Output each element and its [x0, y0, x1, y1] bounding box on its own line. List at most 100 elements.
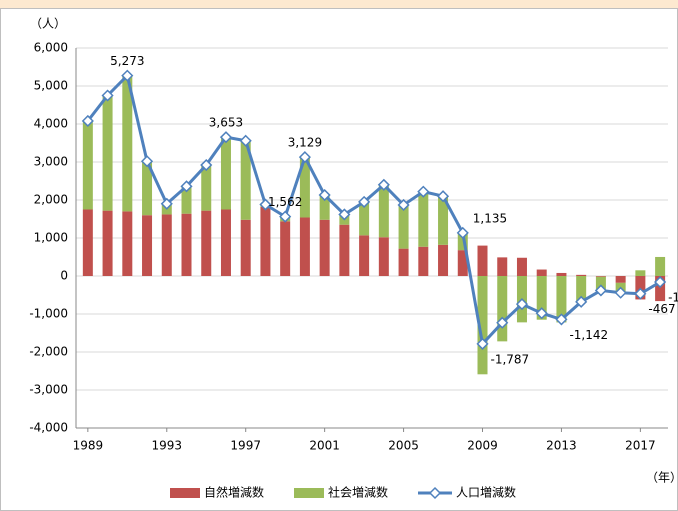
bar	[122, 211, 133, 276]
legend-item: 自然増減数	[170, 485, 264, 500]
x-tick-label: 1989	[73, 439, 104, 453]
line-marker	[101, 89, 114, 102]
bar	[536, 269, 547, 276]
bar	[260, 206, 271, 276]
line-marker	[358, 195, 371, 208]
bar	[576, 274, 587, 276]
bar	[102, 210, 113, 276]
legend-label: 社会増減数	[328, 485, 388, 500]
bar	[556, 276, 567, 323]
y-tick-label: -4,000	[29, 421, 68, 435]
line-marker	[81, 114, 94, 128]
bar	[378, 184, 389, 238]
bar	[477, 276, 488, 375]
bar	[299, 157, 310, 218]
line-marker	[377, 178, 390, 191]
line-marker	[121, 69, 134, 82]
bar	[556, 272, 567, 276]
x-tick-label: 1997	[230, 439, 261, 453]
data-label: -467	[648, 302, 675, 316]
bar	[220, 137, 231, 210]
y-tick-label: -3,000	[29, 383, 68, 397]
y-tick-label: -1,000	[29, 307, 68, 321]
line	[86, 72, 661, 348]
bar	[319, 219, 330, 276]
bar	[477, 245, 488, 276]
bar	[497, 276, 508, 342]
line-marker	[338, 208, 351, 221]
line-marker	[496, 316, 509, 329]
bar	[82, 209, 93, 276]
bar	[240, 219, 251, 276]
legend-label: 自然増減数	[204, 485, 264, 500]
line-marker	[140, 155, 154, 168]
y-tick-label: 1,000	[34, 231, 68, 245]
top-band	[0, 0, 678, 8]
bar	[181, 213, 192, 276]
line-marker	[456, 226, 469, 239]
line-marker	[397, 198, 410, 212]
line-marker	[417, 185, 430, 198]
legend-label: 人口増減数	[456, 485, 516, 500]
x-tick-label: 1993	[151, 439, 182, 453]
y-tick-label: 3,000	[34, 155, 68, 169]
bar	[142, 161, 153, 216]
bar	[359, 201, 370, 236]
line-marker	[575, 295, 588, 308]
bar	[102, 95, 113, 211]
line-marker	[634, 287, 647, 300]
bar	[595, 276, 606, 291]
data-label: 1,135	[473, 211, 507, 225]
bar	[280, 221, 291, 276]
legend-marker	[428, 486, 442, 500]
data-label: 1,562	[268, 195, 302, 209]
bar	[438, 244, 449, 276]
y-tick-label: 2,000	[34, 193, 68, 207]
bar	[299, 217, 310, 276]
x-tick-label: 2013	[546, 439, 577, 453]
bar	[181, 186, 192, 214]
legend-swatch	[294, 488, 324, 498]
x-tick-label: 2017	[625, 439, 656, 453]
bar	[398, 248, 409, 276]
bar	[319, 195, 330, 220]
line-marker	[259, 198, 272, 211]
line-marker	[476, 337, 489, 350]
y-tick-label: 4,000	[34, 117, 68, 131]
bar	[536, 276, 547, 320]
bar	[595, 276, 606, 277]
data-label: -1,787	[491, 352, 530, 366]
bar	[418, 191, 429, 247]
line-marker	[160, 197, 173, 210]
line-marker	[436, 190, 450, 203]
y-tick-label: -2,000	[29, 345, 68, 359]
data-label: -159	[668, 291, 678, 305]
bar	[339, 224, 350, 276]
x-tick-label: 2005	[388, 439, 419, 453]
data-label: 3,129	[288, 136, 322, 150]
y-tick-label: 6,000	[34, 41, 68, 55]
line-marker	[239, 134, 252, 147]
bar	[615, 276, 626, 283]
bar	[497, 257, 508, 276]
y-unit: （人）	[30, 17, 66, 31]
bar	[635, 270, 646, 276]
bar	[418, 246, 429, 276]
line-marker	[535, 307, 548, 320]
line-marker	[219, 131, 233, 144]
bar	[240, 140, 251, 220]
data-label: 5,273	[110, 54, 144, 68]
frame	[0, 8, 678, 511]
x-tick-label: 2009	[467, 439, 498, 453]
data-label: -1,142	[569, 328, 608, 342]
x-tick-label: 2001	[309, 439, 340, 453]
bar	[161, 214, 172, 276]
bar	[516, 257, 527, 276]
legend-swatch	[170, 488, 200, 498]
bar	[142, 215, 153, 276]
line-marker	[200, 158, 213, 172]
bar	[457, 250, 468, 276]
line-marker	[515, 298, 529, 311]
bar	[201, 210, 212, 276]
